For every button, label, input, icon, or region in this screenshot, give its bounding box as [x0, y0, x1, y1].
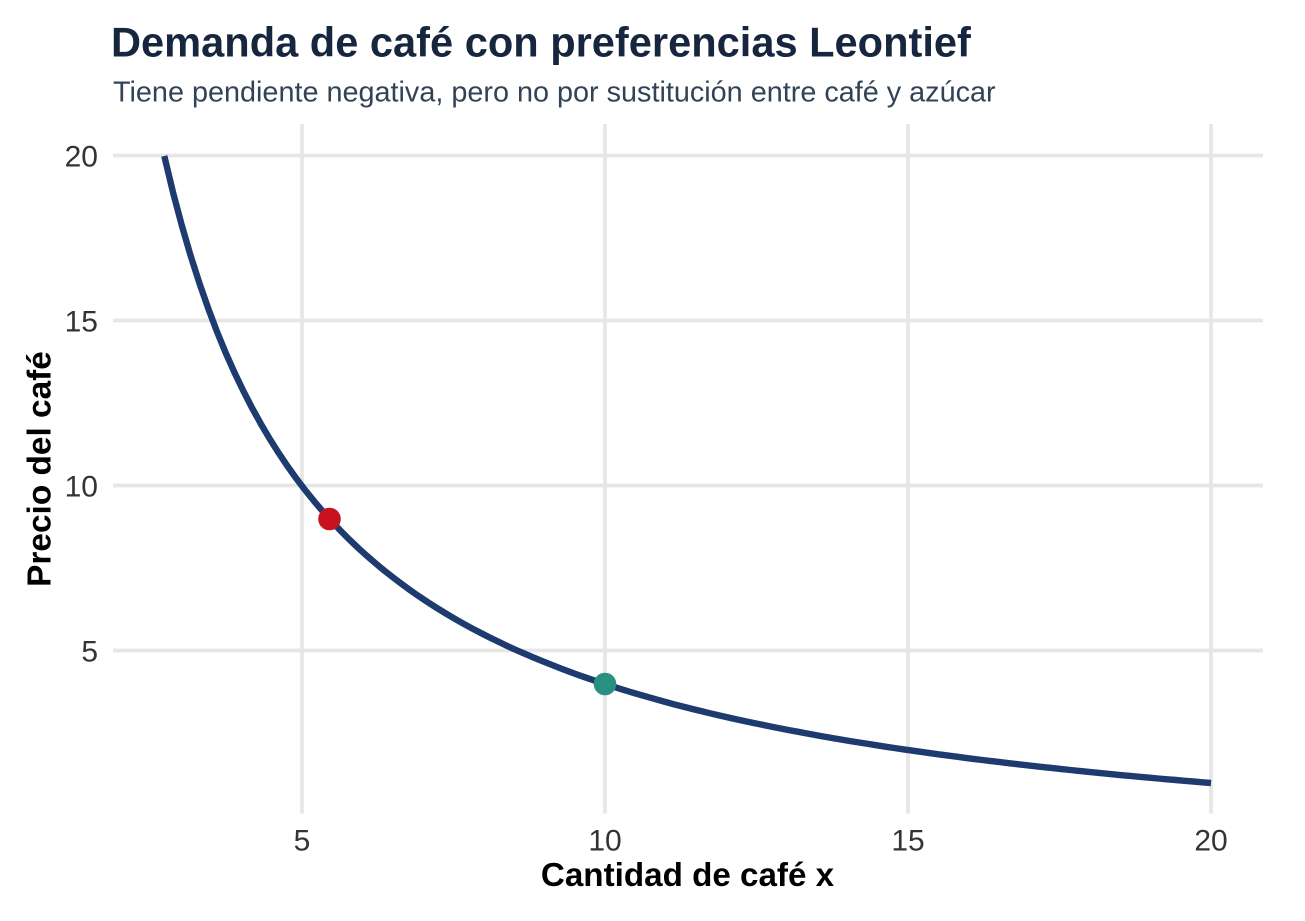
svg-text:15: 15 — [65, 306, 98, 339]
svg-text:5: 5 — [294, 825, 311, 858]
svg-text:Precio del café: Precio del café — [22, 351, 59, 587]
svg-text:10: 10 — [65, 471, 98, 504]
svg-text:5: 5 — [81, 636, 98, 669]
svg-text:15: 15 — [891, 825, 924, 858]
svg-text:10: 10 — [588, 825, 621, 858]
svg-text:Demanda de café con preferenci: Demanda de café con preferencias Leontie… — [111, 19, 971, 66]
svg-text:20: 20 — [1194, 825, 1227, 858]
svg-text:20: 20 — [65, 141, 98, 174]
svg-text:Cantidad de café x: Cantidad de café x — [541, 857, 835, 894]
svg-text:Tiene pendiente negativa, pero: Tiene pendiente negativa, pero no por su… — [113, 77, 996, 109]
